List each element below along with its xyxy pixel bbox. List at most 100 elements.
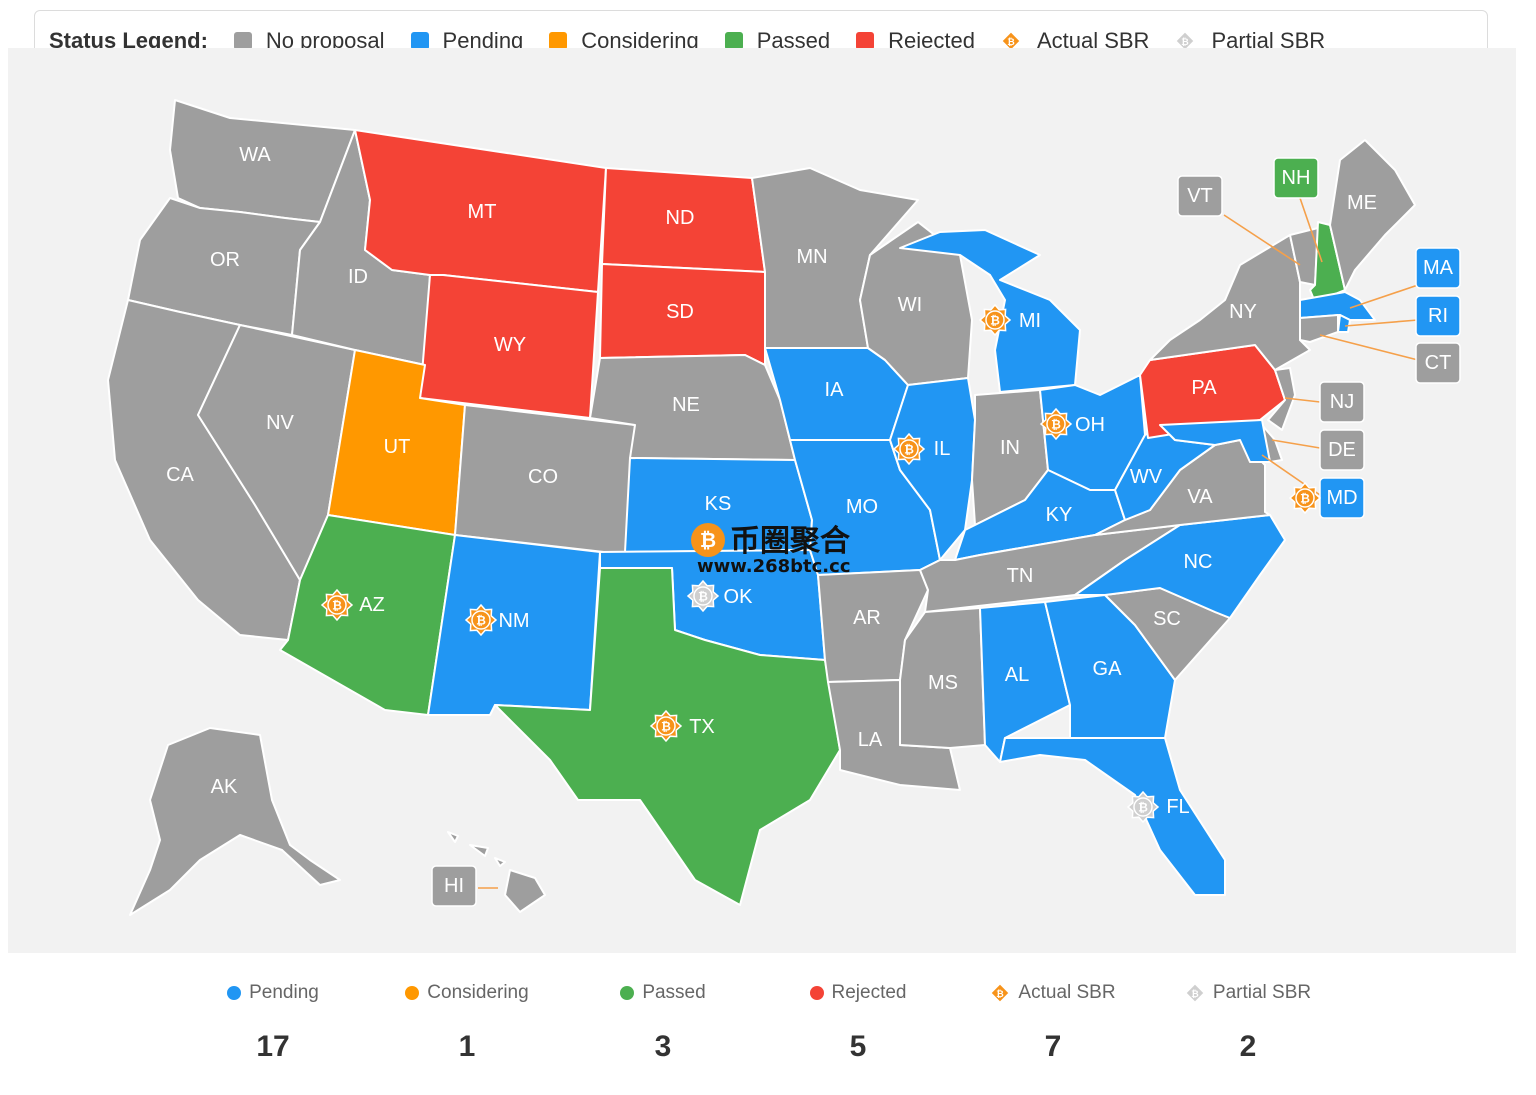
no-proposal-swatch: [233, 32, 252, 50]
state-label-LA: LA: [858, 729, 883, 751]
state-label-WI: WI: [898, 294, 922, 316]
considering-swatch: [549, 32, 568, 50]
state-label-NC: NC: [1184, 551, 1213, 573]
state-tag-DE[interactable]: DE: [1319, 429, 1365, 471]
sbr-markers: ₿ ₿ ₿ ₿ ₿ ₿ ₿ ₿ ₿: [320, 303, 1322, 824]
state-label-ID: ID: [348, 266, 368, 288]
actual-sbr-bitcoin-icon-AZ: ₿: [320, 588, 354, 622]
state-label-TX: TX: [689, 716, 715, 738]
svg-text:₿: ₿: [1007, 37, 1015, 48]
stat-passed: Passed 3: [568, 978, 758, 1064]
state-IL[interactable]: [889, 377, 976, 561]
svg-text:VT: VT: [1187, 185, 1213, 207]
stat-label: Partial SBR: [1212, 982, 1312, 1003]
state-WY[interactable]: [419, 274, 599, 419]
stat-label: Pending: [249, 982, 319, 1003]
state-label-GA: GA: [1093, 658, 1123, 680]
svg-text:HI: HI: [444, 875, 464, 897]
stat-partial-sbr: ₿ Partial SBR 2: [1153, 978, 1343, 1064]
state-NC[interactable]: [1074, 514, 1286, 619]
state-tag-NJ[interactable]: NJ: [1319, 381, 1365, 423]
state-label-NE: NE: [672, 394, 700, 416]
actual-sbr-bitcoin-icon-TX: ₿: [649, 709, 683, 743]
svg-text:₿: ₿: [332, 599, 342, 613]
state-label-IL: IL: [934, 438, 951, 460]
svg-text:₿: ₿: [1300, 492, 1310, 506]
stat-label: Actual SBR: [1018, 982, 1116, 1003]
state-label-TN: TN: [1007, 565, 1034, 587]
state-label-WY: WY: [494, 334, 526, 356]
state-label-MT: MT: [468, 201, 497, 223]
stat-rejected: Rejected 5: [763, 978, 953, 1064]
pending-swatch: [410, 32, 429, 50]
bitcoin-icon: ₿: [1184, 983, 1205, 1003]
watermark-name: 币圈聚合: [730, 524, 850, 559]
state-tag-MA[interactable]: MA: [1415, 247, 1461, 289]
state-label-IA: IA: [825, 379, 845, 401]
state-tag-HI[interactable]: HI: [431, 865, 477, 907]
stat-value: 3: [654, 1030, 672, 1063]
state-tag-RI[interactable]: RI: [1415, 295, 1461, 337]
state-tag-VT[interactable]: VT: [1177, 175, 1223, 217]
state-label-VA: VA: [1187, 486, 1213, 508]
svg-text:₿: ₿: [700, 528, 716, 552]
state-label-WV: WV: [1130, 466, 1163, 488]
state-MI[interactable]: [899, 229, 1081, 393]
state-label-ME: ME: [1347, 192, 1377, 214]
svg-text:MA: MA: [1423, 257, 1454, 279]
state-label-PA: PA: [1191, 377, 1217, 399]
state-label-SC: SC: [1153, 608, 1181, 630]
svg-text:₿: ₿: [990, 314, 1000, 328]
state-label-OR: OR: [210, 249, 240, 271]
state-MD[interactable]: [1159, 419, 1271, 463]
stat-actual-sbr: ₿ Actual SBR 7: [958, 978, 1148, 1064]
state-HI[interactable]: [447, 831, 546, 913]
partial-sbr-bitcoin-icon-FL: ₿: [1126, 790, 1160, 824]
state-label-AK: AK: [211, 776, 238, 798]
state-ME[interactable]: [1329, 139, 1416, 291]
actual-sbr-bitcoin-icon-MD: ₿: [1288, 481, 1322, 515]
state-label-KS: KS: [705, 493, 732, 515]
state-label-MN: MN: [796, 246, 827, 268]
svg-text:RI: RI: [1428, 305, 1448, 327]
svg-text:MD: MD: [1326, 487, 1357, 509]
state-label-NM: NM: [498, 610, 529, 632]
state-labels: WA OR CA NV ID MT WY UT AZ CO NM ND SD NE KS OK TX MN IA MO…: [166, 144, 1377, 818]
rejected-dot: [809, 986, 824, 1000]
stat-label: Rejected: [831, 982, 907, 1003]
stat-value: 2: [1239, 1030, 1257, 1063]
stat-pending: Pending 17: [178, 978, 368, 1064]
state-label-ND: ND: [666, 207, 695, 229]
state-label-KY: KY: [1046, 504, 1073, 526]
state-label-MI: MI: [1019, 310, 1041, 332]
state-label-MS: MS: [928, 672, 958, 694]
state-CT[interactable]: [1299, 314, 1339, 343]
state-label-SD: SD: [666, 301, 694, 323]
state-label-OK: OK: [724, 586, 754, 608]
svg-text:₿: ₿: [661, 720, 671, 734]
us-map: WA OR CA NV ID MT WY UT AZ CO NM ND SD NE KS OK TX MN IA MO…: [107, 99, 1461, 916]
state-AK[interactable]: [129, 727, 341, 916]
svg-text:₿: ₿: [1191, 989, 1199, 1000]
us-map-panel: WA OR CA NV ID MT WY UT AZ CO NM ND SD NE KS OK TX MN IA MO…: [8, 48, 1516, 953]
svg-text:DE: DE: [1328, 439, 1356, 461]
state-label-FL: FL: [1166, 796, 1189, 818]
watermark: ₿ 币圈聚合 www.268btc.cc: [691, 523, 850, 577]
state-label-CO: CO: [528, 466, 558, 488]
considering-dot: [405, 986, 420, 1000]
stat-value: 17: [256, 1030, 290, 1063]
stat-value: 5: [849, 1030, 867, 1063]
state-NJ[interactable]: [1267, 367, 1296, 431]
state-tag-NH[interactable]: NH: [1273, 157, 1319, 199]
state-tag-CT[interactable]: CT: [1415, 342, 1461, 384]
leader-lines: [478, 197, 1419, 889]
passed-dot: [620, 986, 635, 1000]
state-FL[interactable]: [999, 737, 1226, 896]
actual-sbr-bitcoin-icon-MI: ₿: [978, 303, 1012, 337]
svg-text:₿: ₿: [698, 590, 708, 604]
state-label-AZ: AZ: [359, 594, 385, 616]
svg-text:₿: ₿: [1182, 37, 1190, 48]
watermark-url: www.268btc.cc: [697, 556, 850, 577]
state-label-MO: MO: [846, 496, 878, 518]
state-tag-MD[interactable]: MD: [1319, 477, 1365, 519]
